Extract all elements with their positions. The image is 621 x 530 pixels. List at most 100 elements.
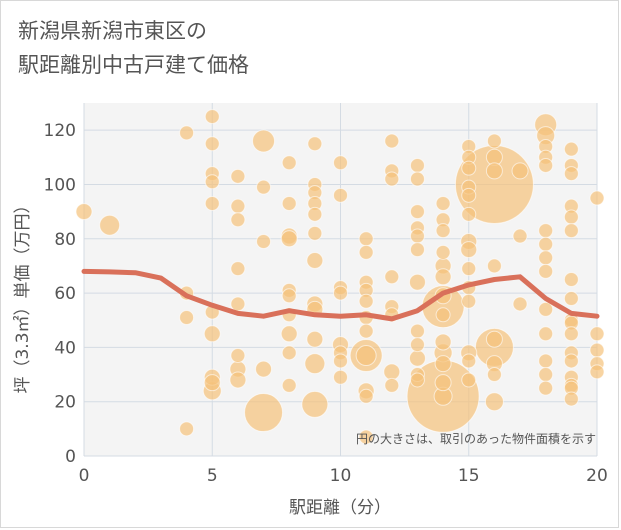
bubble-41: [434, 374, 452, 392]
bubble-113: [409, 372, 425, 388]
bubble-68: [281, 155, 297, 171]
bubble-10: [304, 353, 326, 375]
bubble-3: [244, 393, 284, 433]
bubble-92: [358, 293, 374, 309]
bubble-66: [256, 179, 272, 195]
bubble-39: [434, 333, 452, 351]
bubble-46: [485, 162, 503, 180]
bubble-layer: [75, 109, 605, 445]
bubble-23: [255, 360, 273, 378]
bubble-131: [486, 258, 502, 274]
bubble-129: [461, 372, 477, 388]
bubble-54: [204, 109, 220, 125]
bubble-125: [461, 261, 477, 277]
bubble-149: [563, 166, 579, 182]
bubble-153: [563, 272, 579, 287]
bubble-34: [408, 273, 426, 291]
bubble-145: [538, 367, 554, 383]
x-tick-label-1: 5: [207, 466, 218, 486]
bubble-61: [230, 198, 246, 214]
bubble-6: [301, 390, 329, 418]
bubble-103: [384, 377, 400, 393]
bubble-94: [358, 323, 374, 339]
bubble-138: [538, 223, 554, 239]
bubble-18: [203, 325, 221, 343]
bubble-64: [230, 296, 246, 312]
bubble-62: [230, 212, 246, 228]
bubble-87: [333, 369, 348, 385]
bubble-108: [409, 228, 425, 244]
x-tick-label-3: 15: [458, 466, 480, 486]
bubble-165: [589, 326, 605, 342]
bubble-11: [355, 345, 377, 367]
bubble-163: [563, 391, 579, 407]
y-axis-title: 坪（3.3㎡）単価（万円）: [13, 196, 33, 393]
bubble-105: [409, 171, 425, 187]
bubble-49: [511, 162, 529, 180]
bubble-30: [306, 330, 324, 348]
bubble-15: [484, 392, 504, 412]
y-tick-label-3: 60: [54, 284, 76, 304]
bubble-88: [358, 231, 374, 247]
x-axis-title: 駅距離（分）: [289, 498, 391, 518]
bubble-47: [485, 330, 503, 348]
bubble-52: [179, 310, 195, 326]
bubble-143: [538, 326, 554, 342]
bubble-37: [434, 268, 452, 286]
bubble-117: [435, 244, 451, 260]
bubble-60: [230, 168, 246, 184]
bubble-147: [563, 141, 579, 157]
bubble-109: [409, 242, 425, 258]
bubble-82: [333, 187, 348, 203]
x-axis-ticks: 0 5 10 15 20: [79, 466, 608, 486]
bubble-134: [512, 296, 528, 312]
bubble-84: [333, 285, 348, 301]
bubble-132: [486, 367, 502, 383]
bubble-116: [435, 223, 451, 239]
bubble-166: [589, 342, 605, 358]
bubble-86: [333, 353, 348, 369]
y-tick-label-5: 100: [44, 175, 76, 195]
bubble-142: [538, 301, 554, 317]
x-tick-label-4: 20: [586, 466, 608, 486]
bubble-63: [230, 261, 246, 277]
bubble-9: [99, 214, 121, 236]
bubble-35: [408, 349, 426, 367]
bubble-118: [435, 307, 451, 323]
bubble-154: [563, 291, 579, 307]
bubble-110: [409, 323, 425, 339]
chart-title-line-2: 駅距離別中古戸建て価格: [18, 53, 249, 77]
x-tick-label-0: 0: [79, 466, 90, 486]
bubble-144: [538, 353, 554, 369]
bubble-106: [409, 204, 425, 220]
bubble-27: [306, 251, 324, 269]
bubble-104: [409, 157, 425, 173]
y-tick-label-0: 0: [65, 447, 76, 467]
y-tick-label-6: 120: [44, 121, 76, 141]
bubble-22: [229, 371, 247, 389]
bubble-33: [383, 363, 401, 381]
bubble-50: [179, 125, 195, 141]
bubble-80: [307, 225, 323, 241]
bubble-111: [409, 337, 425, 353]
bubble-168: [589, 364, 605, 380]
bubble-53: [179, 421, 195, 437]
bubble-40: [434, 355, 452, 373]
chart-title-line-1: 新潟県新潟市東区の: [18, 19, 207, 43]
bubble-58: [204, 195, 220, 211]
bubble-121: [461, 160, 477, 176]
bubble-164: [589, 190, 605, 206]
bubble-127: [461, 293, 477, 309]
bubble-157: [563, 326, 579, 342]
bubble-152: [563, 223, 579, 239]
bubble-97: [384, 133, 400, 149]
bubble-124: [461, 206, 477, 222]
bubble-130: [486, 133, 502, 149]
y-tick-label-4: 80: [54, 230, 76, 250]
bubble-67: [256, 233, 272, 249]
bubble-size-note: 円の大きさは、取引のあった物件面積を示す: [356, 431, 596, 446]
bubble-69: [281, 195, 297, 211]
y-tick-label-1: 20: [54, 393, 76, 413]
bubble-123: [461, 187, 477, 203]
